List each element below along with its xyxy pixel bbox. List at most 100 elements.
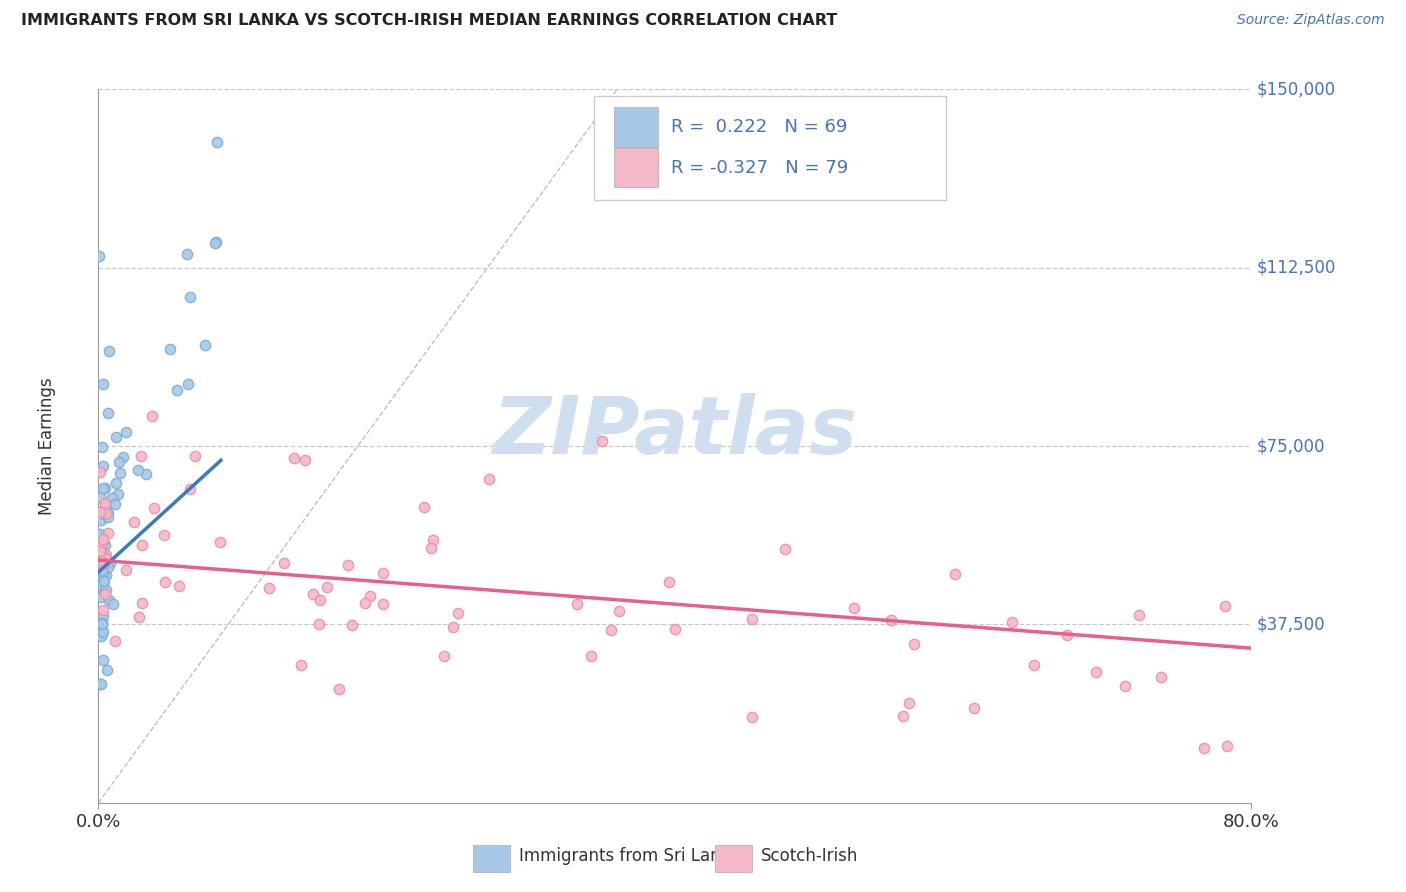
Point bbox=[209, 535, 232, 549]
Point bbox=[273, 557, 295, 571]
Point bbox=[89, 677, 111, 691]
FancyBboxPatch shape bbox=[614, 107, 658, 146]
Point bbox=[90, 440, 112, 454]
Point bbox=[373, 566, 395, 581]
Point bbox=[205, 136, 228, 150]
Point bbox=[741, 612, 763, 626]
Point bbox=[89, 490, 111, 504]
Text: $37,500: $37,500 bbox=[1257, 615, 1326, 633]
Point bbox=[93, 609, 115, 624]
Point bbox=[97, 406, 120, 420]
Point bbox=[447, 606, 470, 620]
Point bbox=[104, 476, 127, 491]
FancyBboxPatch shape bbox=[595, 96, 946, 200]
Point bbox=[107, 455, 129, 469]
Text: R = -0.327   N = 79: R = -0.327 N = 79 bbox=[672, 159, 849, 177]
Point bbox=[97, 525, 120, 540]
Point bbox=[115, 425, 138, 439]
Point bbox=[91, 574, 114, 588]
Point bbox=[90, 504, 112, 518]
Point bbox=[97, 510, 120, 524]
Point bbox=[91, 624, 114, 639]
Point bbox=[91, 534, 114, 549]
Point bbox=[176, 247, 198, 261]
Point bbox=[93, 574, 115, 589]
Text: $150,000: $150,000 bbox=[1257, 80, 1336, 98]
FancyBboxPatch shape bbox=[472, 845, 510, 872]
Point bbox=[91, 617, 114, 632]
Point bbox=[96, 568, 118, 582]
Point bbox=[135, 467, 157, 481]
Point bbox=[87, 559, 110, 574]
Point bbox=[89, 466, 111, 480]
Text: $75,000: $75,000 bbox=[1257, 437, 1326, 455]
Point bbox=[159, 343, 181, 357]
Point bbox=[111, 450, 134, 465]
Point bbox=[122, 515, 145, 529]
Point bbox=[1213, 599, 1236, 614]
Point bbox=[93, 538, 115, 552]
FancyBboxPatch shape bbox=[614, 148, 658, 187]
Point bbox=[93, 558, 115, 572]
Point bbox=[91, 481, 114, 495]
Point bbox=[94, 498, 117, 512]
Point bbox=[893, 708, 915, 723]
Point bbox=[153, 574, 176, 589]
Point bbox=[93, 507, 115, 521]
Point bbox=[91, 377, 114, 392]
Point bbox=[114, 563, 136, 577]
Point bbox=[177, 377, 200, 392]
Point bbox=[294, 453, 316, 467]
Point bbox=[143, 501, 166, 516]
Point bbox=[205, 235, 228, 249]
Text: Source: ZipAtlas.com: Source: ZipAtlas.com bbox=[1237, 13, 1385, 28]
Point bbox=[91, 577, 114, 591]
Point bbox=[166, 383, 188, 397]
Point bbox=[89, 562, 111, 576]
Point bbox=[91, 545, 114, 559]
Point bbox=[127, 463, 149, 477]
Point bbox=[1128, 607, 1150, 622]
Point bbox=[93, 586, 115, 600]
Point bbox=[90, 624, 112, 639]
Point bbox=[89, 506, 111, 520]
Point bbox=[591, 434, 613, 449]
Point bbox=[90, 513, 112, 527]
Point bbox=[316, 580, 339, 594]
Point bbox=[91, 563, 114, 577]
Point bbox=[302, 587, 325, 601]
Point bbox=[607, 604, 630, 618]
Point bbox=[308, 617, 330, 632]
Point bbox=[441, 620, 464, 634]
Point bbox=[359, 589, 381, 603]
Text: ZIPatlas: ZIPatlas bbox=[492, 392, 858, 471]
Point bbox=[371, 597, 394, 611]
Point bbox=[420, 541, 443, 556]
Point bbox=[963, 700, 986, 714]
Point bbox=[179, 482, 201, 496]
Point bbox=[91, 566, 114, 581]
Point bbox=[89, 544, 111, 558]
Point bbox=[131, 596, 153, 610]
Point bbox=[97, 560, 120, 574]
Point bbox=[169, 579, 191, 593]
Point bbox=[309, 592, 332, 607]
Point bbox=[478, 472, 501, 486]
Point bbox=[91, 532, 114, 546]
Point bbox=[107, 487, 129, 501]
Point bbox=[664, 622, 686, 636]
Point bbox=[87, 542, 110, 557]
Point bbox=[101, 598, 124, 612]
Point bbox=[903, 637, 925, 651]
Point bbox=[93, 653, 115, 667]
Text: IMMIGRANTS FROM SRI LANKA VS SCOTCH-IRISH MEDIAN EARNINGS CORRELATION CHART: IMMIGRANTS FROM SRI LANKA VS SCOTCH-IRIS… bbox=[21, 13, 838, 29]
Point bbox=[897, 696, 920, 710]
Point bbox=[1215, 739, 1237, 753]
Point bbox=[1084, 665, 1107, 680]
FancyBboxPatch shape bbox=[716, 845, 752, 872]
Point bbox=[565, 597, 588, 611]
Point bbox=[422, 533, 444, 547]
Point bbox=[129, 450, 152, 464]
Point bbox=[87, 677, 110, 691]
Point bbox=[96, 663, 118, 677]
